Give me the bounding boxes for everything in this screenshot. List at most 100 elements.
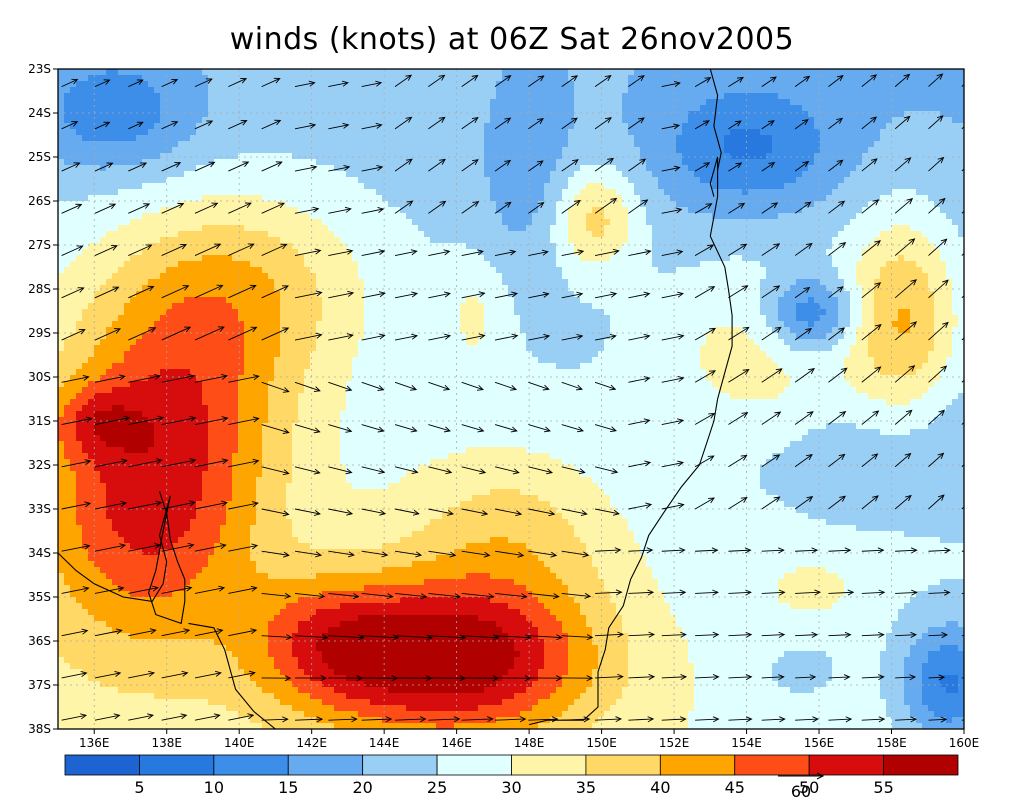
wind-arrow bbox=[661, 460, 685, 468]
wind-arrow bbox=[128, 415, 165, 425]
y-tick-label: 35S bbox=[28, 590, 51, 604]
wind-arrow bbox=[661, 589, 687, 596]
wind-arrow bbox=[928, 674, 946, 681]
wind-arrow bbox=[261, 466, 290, 476]
wind-arrow bbox=[494, 466, 520, 475]
coastline-east bbox=[528, 69, 733, 726]
wind-arrow bbox=[94, 500, 128, 510]
colorbar-swatch bbox=[808, 754, 884, 776]
wind-arrow bbox=[628, 589, 655, 596]
wind-arrow bbox=[928, 238, 948, 256]
wind-arrow bbox=[328, 716, 358, 723]
wind-arrow bbox=[861, 240, 881, 256]
wind-arrow bbox=[761, 162, 776, 172]
wind-arrow bbox=[528, 675, 563, 682]
wind-arrow bbox=[428, 716, 461, 723]
wind-arrow bbox=[194, 670, 222, 679]
wind-arrow bbox=[228, 670, 256, 679]
wind-arrow bbox=[628, 716, 655, 723]
wind-arrow bbox=[328, 466, 353, 475]
wind-arrow bbox=[394, 158, 413, 172]
wind-arrow bbox=[494, 333, 519, 341]
wind-arrow bbox=[261, 424, 290, 434]
wind-arrow bbox=[628, 502, 653, 510]
wind-arrow bbox=[861, 116, 877, 130]
wind-arrow bbox=[528, 160, 544, 172]
wind-arrow bbox=[394, 508, 420, 516]
wind-arrow bbox=[161, 326, 192, 341]
wind-arrow bbox=[428, 200, 447, 214]
wind-arrow bbox=[928, 197, 946, 214]
wind-arrow bbox=[894, 409, 913, 425]
wind-arrow bbox=[761, 76, 777, 87]
wind-arrow bbox=[161, 373, 195, 383]
wind-arrow bbox=[594, 117, 612, 130]
wind-arrow bbox=[194, 284, 224, 299]
wind-arrow bbox=[694, 120, 710, 130]
reference-arrow-head bbox=[816, 772, 825, 780]
wind-arrow bbox=[461, 424, 485, 433]
wind-arrow bbox=[194, 161, 216, 172]
wind-arrow bbox=[394, 593, 428, 600]
wind-arrow bbox=[61, 78, 79, 88]
wind-arrow bbox=[861, 674, 885, 681]
wind-arrow bbox=[228, 713, 255, 721]
wind-arrow bbox=[228, 501, 259, 510]
wind-arrow bbox=[595, 589, 623, 596]
wind-arrow bbox=[561, 117, 578, 130]
colorbar-label: 55 bbox=[873, 778, 893, 797]
wind-arrow bbox=[661, 165, 681, 172]
wind-arrow bbox=[861, 495, 879, 510]
wind-arrow bbox=[428, 424, 451, 433]
colorbar-swatch bbox=[213, 754, 289, 776]
wind-arrow bbox=[94, 328, 122, 341]
wind-arrow bbox=[928, 73, 944, 87]
wind-arrow bbox=[628, 249, 652, 257]
wind-arrow bbox=[794, 454, 813, 468]
wind-arrow bbox=[761, 368, 783, 383]
wind-arrow bbox=[528, 550, 558, 558]
wind-arrow bbox=[161, 285, 190, 299]
wind-arrow bbox=[694, 286, 716, 299]
wind-arrow bbox=[794, 75, 811, 87]
y-tick-label: 32S bbox=[28, 458, 51, 472]
wind-arrow bbox=[628, 673, 656, 680]
wind-arrow bbox=[794, 201, 812, 214]
wind-arrow bbox=[828, 200, 846, 214]
wind-arrow bbox=[361, 550, 389, 558]
wind-arrow bbox=[528, 593, 560, 600]
wind-arrow bbox=[828, 242, 847, 256]
wind-arrow bbox=[661, 333, 685, 341]
wind-arrow bbox=[861, 366, 882, 383]
wind-arrow bbox=[694, 455, 715, 468]
wind-arrow bbox=[128, 203, 151, 214]
wind-arrow bbox=[261, 202, 285, 214]
wind-arrow bbox=[928, 494, 945, 510]
wind-arrow bbox=[694, 327, 717, 341]
x-tick-label: 156E bbox=[804, 736, 835, 750]
wind-arrow bbox=[461, 550, 491, 558]
y-axis: 23S 24S 25S 26S 27S 28S 29S 30S 31S 32S 33S 34S 35S 3… bbox=[28, 62, 58, 736]
wind-arrow bbox=[628, 75, 645, 87]
wind-arrow bbox=[661, 123, 681, 130]
wind-arrow bbox=[528, 202, 545, 214]
wind-arrow bbox=[828, 716, 853, 723]
wind-arrow bbox=[261, 285, 289, 299]
x-tick-label: 146E bbox=[441, 736, 472, 750]
wind-arrow bbox=[394, 291, 419, 299]
wind-arrow bbox=[928, 115, 944, 130]
colorbar-label: 5 bbox=[134, 778, 144, 797]
wind-arrow bbox=[128, 628, 157, 637]
wind-arrow bbox=[761, 326, 782, 341]
wind-arrow bbox=[894, 115, 911, 130]
wind-arrow bbox=[261, 634, 293, 641]
wind-arrow bbox=[194, 416, 229, 425]
wind-arrow bbox=[261, 381, 290, 393]
wind-arrow bbox=[661, 81, 681, 88]
wind-arrow bbox=[228, 77, 248, 88]
wind-arrow bbox=[494, 381, 518, 391]
wind-arrow bbox=[595, 547, 622, 554]
wind-arrow bbox=[528, 291, 550, 299]
wind-arrow bbox=[695, 674, 720, 681]
grid-lines bbox=[58, 69, 964, 729]
